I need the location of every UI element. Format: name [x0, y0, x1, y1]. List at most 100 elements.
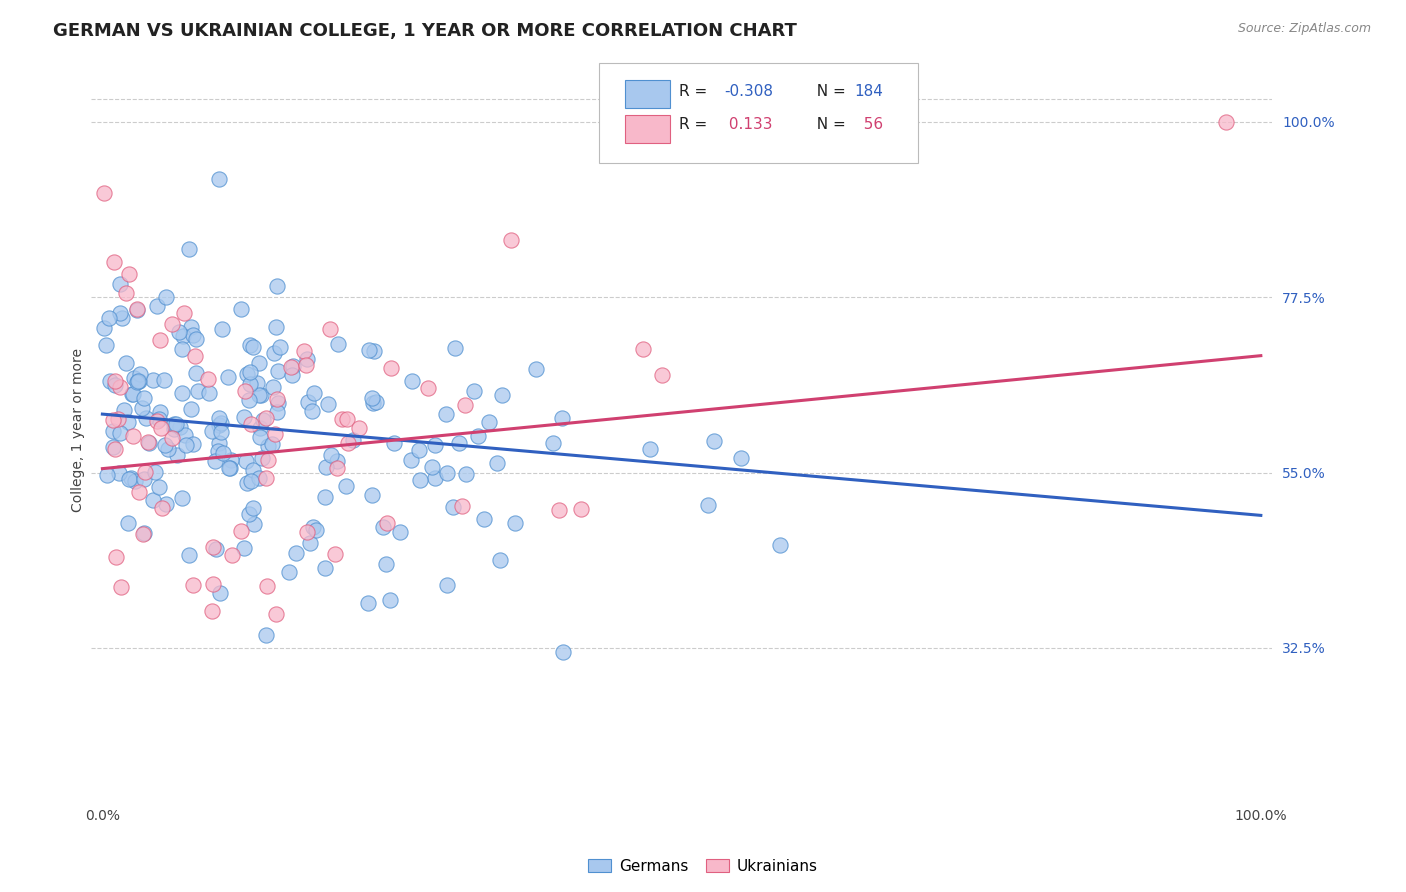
Point	[163, 417, 186, 431]
Point	[128, 374, 150, 388]
Point	[342, 433, 364, 447]
Point	[638, 442, 661, 457]
Point	[361, 391, 384, 405]
Point	[1215, 115, 1237, 129]
Point	[155, 498, 177, 512]
Point	[250, 450, 273, 465]
Point	[323, 548, 346, 562]
Point	[380, 361, 402, 376]
Point	[202, 541, 225, 555]
Text: 56: 56	[853, 118, 883, 132]
Point	[180, 320, 202, 334]
Point	[117, 516, 139, 531]
Point	[218, 461, 240, 475]
Point	[436, 467, 458, 481]
Point	[454, 467, 477, 482]
Point	[104, 442, 127, 456]
Point	[239, 376, 262, 391]
Point	[257, 453, 280, 467]
Point	[135, 410, 157, 425]
Point	[266, 607, 288, 622]
Point	[551, 410, 574, 425]
Point	[408, 443, 430, 458]
Text: -0.308: -0.308	[724, 84, 773, 99]
Point	[148, 411, 170, 425]
Text: 0.133: 0.133	[724, 118, 773, 132]
Text: GERMAN VS UKRAINIAN COLLEGE, 1 YEAR OR MORE CORRELATION CHART: GERMAN VS UKRAINIAN COLLEGE, 1 YEAR OR M…	[53, 22, 797, 40]
Point	[155, 438, 177, 452]
Legend: Germans, Ukrainians: Germans, Ukrainians	[582, 853, 824, 880]
Point	[209, 425, 232, 439]
Point	[208, 586, 231, 600]
Point	[112, 403, 135, 417]
Point	[326, 454, 349, 468]
Point	[149, 421, 172, 435]
Point	[160, 318, 183, 332]
Point	[297, 524, 319, 539]
Point	[169, 420, 191, 434]
Point	[283, 359, 305, 373]
Point	[233, 541, 256, 555]
FancyBboxPatch shape	[624, 115, 669, 144]
Point	[474, 511, 496, 525]
Point	[239, 365, 262, 379]
Point	[336, 412, 359, 426]
Point	[184, 349, 207, 363]
FancyBboxPatch shape	[599, 63, 918, 163]
Point	[177, 548, 200, 562]
Point	[110, 310, 132, 325]
Point	[174, 427, 197, 442]
Point	[321, 448, 343, 462]
Point	[198, 386, 221, 401]
Point	[240, 417, 263, 431]
Point	[155, 290, 177, 304]
Point	[361, 396, 384, 410]
Text: 184: 184	[853, 84, 883, 99]
Point	[651, 368, 673, 382]
Point	[347, 421, 370, 435]
Point	[246, 376, 269, 390]
Point	[149, 405, 172, 419]
Point	[121, 387, 143, 401]
Point	[524, 362, 547, 376]
Point	[242, 340, 264, 354]
Point	[375, 516, 398, 531]
Point	[423, 471, 446, 485]
Point	[252, 413, 274, 427]
Point	[201, 577, 224, 591]
Point	[302, 519, 325, 533]
Point	[187, 384, 209, 399]
Point	[569, 501, 592, 516]
Point	[101, 412, 124, 426]
Point	[208, 410, 231, 425]
Point	[201, 424, 224, 438]
Point	[281, 368, 304, 382]
Point	[503, 516, 526, 531]
Point	[207, 444, 229, 458]
Point	[314, 560, 336, 574]
Point	[93, 186, 115, 200]
Point	[453, 398, 475, 412]
Point	[208, 417, 231, 432]
Point	[142, 373, 165, 387]
Point	[239, 475, 262, 489]
Point	[208, 171, 231, 186]
Point	[380, 592, 402, 607]
Point	[326, 337, 349, 351]
Point	[263, 346, 285, 360]
Point	[231, 302, 253, 317]
Point	[163, 422, 186, 436]
Point	[249, 430, 271, 444]
Point	[254, 627, 277, 641]
Point	[150, 501, 173, 516]
Point	[249, 388, 271, 402]
Point	[170, 386, 193, 401]
Point	[108, 380, 131, 394]
Y-axis label: College, 1 year or more: College, 1 year or more	[72, 348, 86, 512]
Point	[208, 436, 231, 450]
Point	[269, 340, 291, 354]
Point	[104, 374, 127, 388]
Point	[316, 397, 339, 411]
Point	[361, 487, 384, 501]
Point	[254, 470, 277, 484]
